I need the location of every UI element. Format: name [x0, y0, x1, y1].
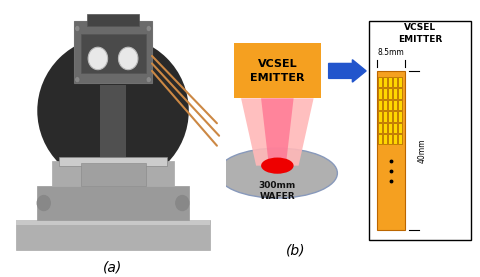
Circle shape [74, 25, 80, 32]
Bar [382, 77, 386, 87]
Circle shape [175, 196, 189, 211]
FancyArrow shape [328, 60, 365, 82]
Bar [392, 111, 396, 122]
Bar [387, 88, 391, 99]
Bar [387, 134, 391, 144]
Bar [392, 88, 396, 99]
Bar [377, 88, 382, 99]
Text: (a): (a) [103, 260, 122, 275]
Circle shape [146, 25, 151, 32]
Bar [397, 77, 401, 87]
Bar [15, 220, 210, 225]
Ellipse shape [261, 158, 293, 174]
Bar [233, 43, 321, 98]
Ellipse shape [217, 148, 336, 198]
Bar [382, 123, 386, 133]
Bar [382, 88, 386, 99]
Bar [377, 123, 382, 133]
Text: 8.5mm: 8.5mm [377, 48, 404, 57]
Bar [59, 157, 167, 166]
Bar [81, 34, 145, 73]
Bar [377, 100, 382, 110]
Bar [387, 77, 391, 87]
Bar [382, 134, 386, 144]
Bar [37, 186, 188, 220]
Circle shape [146, 77, 151, 83]
Circle shape [118, 47, 138, 70]
Bar [87, 14, 139, 26]
Bar [100, 84, 126, 157]
Bar [387, 111, 391, 122]
Bar [377, 134, 382, 144]
Bar [368, 21, 470, 240]
Bar [397, 100, 401, 110]
Bar [377, 111, 382, 122]
Bar [81, 163, 145, 186]
Ellipse shape [37, 36, 189, 186]
Bar [397, 134, 401, 144]
Bar [377, 77, 382, 87]
Bar [377, 71, 404, 230]
Text: (b): (b) [286, 244, 305, 258]
Bar [382, 100, 386, 110]
Text: 300mm
WAFER: 300mm WAFER [258, 181, 295, 201]
Bar [392, 100, 396, 110]
Bar [392, 77, 396, 87]
Bar [74, 21, 152, 83]
Circle shape [88, 47, 108, 70]
Circle shape [37, 196, 50, 211]
Bar [397, 111, 401, 122]
Bar [387, 123, 391, 133]
Bar [397, 123, 401, 133]
Polygon shape [261, 98, 293, 163]
Bar [15, 220, 210, 250]
Bar [382, 111, 386, 122]
Bar [397, 88, 401, 99]
Text: VCSEL
EMITTER: VCSEL EMITTER [397, 24, 441, 43]
Polygon shape [240, 98, 313, 166]
Circle shape [74, 77, 80, 83]
Bar [392, 123, 396, 133]
Bar [52, 161, 173, 186]
Text: VCSEL
EMITTER: VCSEL EMITTER [250, 59, 304, 83]
Bar [387, 100, 391, 110]
Text: 40mm: 40mm [417, 138, 426, 163]
Bar [392, 134, 396, 144]
